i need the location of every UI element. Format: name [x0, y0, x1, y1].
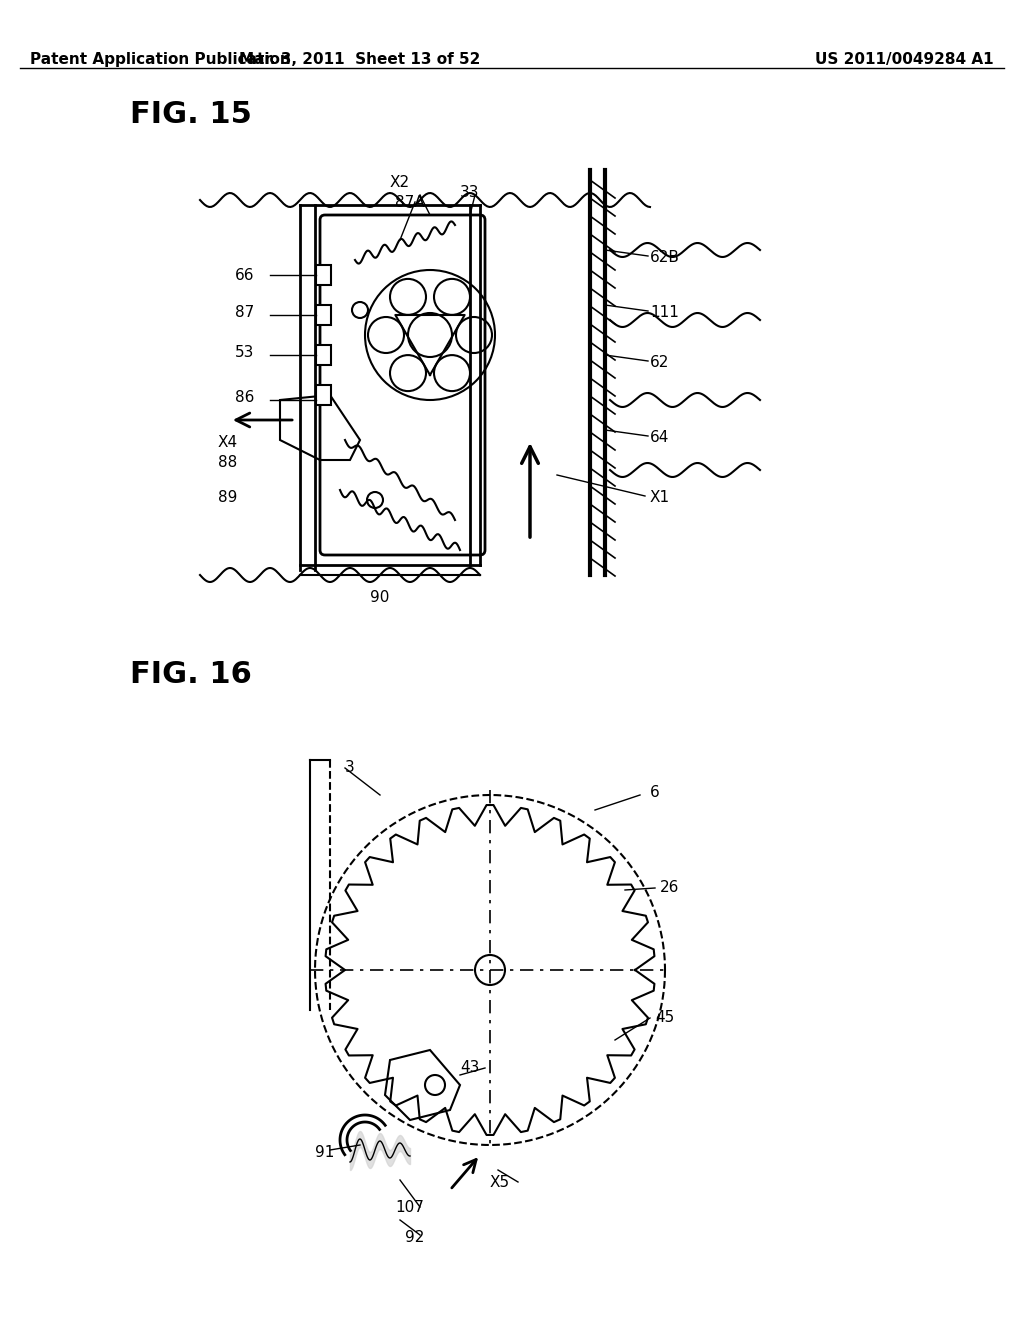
Text: 62B: 62B — [650, 249, 680, 265]
Text: 33: 33 — [460, 185, 479, 201]
Text: 92: 92 — [406, 1230, 424, 1245]
Text: 3: 3 — [345, 760, 354, 775]
Text: 90: 90 — [370, 590, 389, 605]
Text: X5: X5 — [490, 1175, 510, 1191]
Polygon shape — [385, 1049, 460, 1119]
Text: Mar. 3, 2011  Sheet 13 of 52: Mar. 3, 2011 Sheet 13 of 52 — [240, 51, 480, 67]
Bar — [316, 345, 331, 366]
Text: 107: 107 — [395, 1200, 424, 1214]
Text: 62: 62 — [650, 355, 670, 370]
Text: 26: 26 — [660, 880, 679, 895]
Text: X2: X2 — [390, 176, 411, 190]
Text: X4: X4 — [218, 436, 239, 450]
Text: 91: 91 — [315, 1144, 335, 1160]
Text: 88: 88 — [218, 455, 238, 470]
Text: 111: 111 — [650, 305, 679, 319]
Text: 86: 86 — [234, 389, 254, 405]
Bar — [316, 265, 331, 285]
Text: 43: 43 — [460, 1060, 479, 1074]
Text: 53: 53 — [234, 345, 254, 360]
Text: 6: 6 — [650, 785, 659, 800]
Polygon shape — [280, 395, 360, 459]
Text: US 2011/0049284 A1: US 2011/0049284 A1 — [815, 51, 994, 67]
Text: 66: 66 — [234, 268, 255, 282]
Bar — [316, 385, 331, 405]
Text: Patent Application Publication: Patent Application Publication — [30, 51, 291, 67]
Text: 64: 64 — [650, 430, 670, 445]
Text: FIG. 15: FIG. 15 — [130, 100, 252, 129]
Bar — [316, 305, 331, 325]
Text: FIG. 16: FIG. 16 — [130, 660, 252, 689]
Text: 45: 45 — [655, 1010, 674, 1026]
Text: X1: X1 — [650, 490, 670, 506]
Text: 89: 89 — [218, 490, 238, 506]
Text: 87A: 87A — [395, 195, 425, 210]
Text: 87: 87 — [234, 305, 254, 319]
